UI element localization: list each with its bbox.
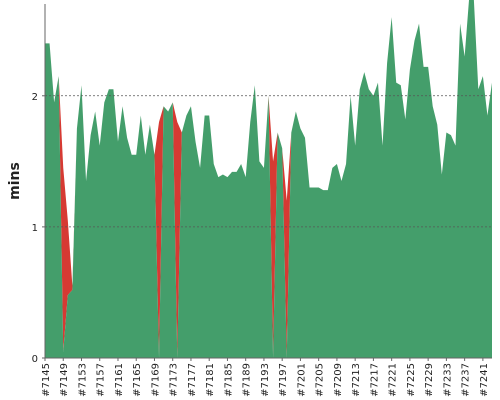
x-tick-label: #7217 bbox=[369, 363, 380, 397]
x-tick-label: #7177 bbox=[187, 363, 198, 397]
y-tick-label: 1 bbox=[32, 223, 38, 234]
x-tick-label: #7193 bbox=[260, 363, 271, 397]
x-tick-label: #7209 bbox=[333, 363, 344, 397]
x-tick-label: #7237 bbox=[461, 363, 472, 397]
x-tick-label: #7201 bbox=[296, 363, 307, 397]
y-axis-title: mins bbox=[7, 162, 23, 200]
x-tick-label: #7221 bbox=[388, 363, 399, 397]
x-tick-label: #7233 bbox=[442, 363, 453, 397]
x-tick-label: #7205 bbox=[315, 363, 326, 397]
x-tick-label: #7149 bbox=[59, 363, 70, 397]
x-tick-label: #7157 bbox=[96, 363, 107, 397]
x-tick-label: #7185 bbox=[223, 363, 234, 397]
x-tick-label: #7225 bbox=[406, 363, 417, 397]
y-tick-label: 2 bbox=[32, 92, 38, 103]
y-tick-label: 0 bbox=[32, 354, 38, 365]
x-tick-label: #7229 bbox=[424, 363, 435, 397]
x-tick-label: #7181 bbox=[205, 363, 216, 397]
x-tick-label: #7213 bbox=[351, 363, 362, 397]
x-tick-label: #7145 bbox=[41, 363, 52, 397]
x-tick-label: #7169 bbox=[150, 363, 161, 397]
x-tick-label: #7197 bbox=[278, 363, 289, 397]
x-tick-label: #7241 bbox=[479, 363, 490, 397]
x-tick-label: #7189 bbox=[242, 363, 253, 397]
x-tick-label: #7161 bbox=[114, 363, 125, 397]
x-tick-label: #7173 bbox=[169, 363, 180, 397]
series-area bbox=[45, 0, 492, 358]
x-tick-label: #7165 bbox=[132, 363, 143, 397]
x-tick-label: #7153 bbox=[77, 363, 88, 397]
